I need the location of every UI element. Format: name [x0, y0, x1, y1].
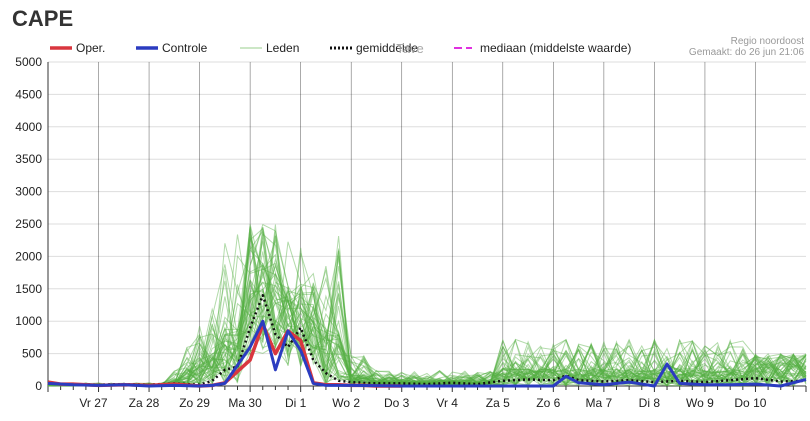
x-tick-label: Wo 9 [686, 396, 714, 410]
made-timestamp: Gemaakt: do 26 jun 21:06 [688, 47, 804, 58]
x-tick-label: Zo 6 [536, 396, 560, 410]
x-tick-label: Di 1 [285, 396, 307, 410]
member-line [47, 243, 807, 387]
watermark-label: Tave [396, 41, 423, 56]
x-tick-label: Do 3 [384, 396, 410, 410]
x-tick-label: Di 8 [639, 396, 661, 410]
legend-label-gemiddelde: gemiddelde [356, 41, 418, 55]
member-line [47, 262, 807, 387]
member-line [47, 224, 807, 387]
member-line [47, 262, 807, 387]
y-tick-label: 1000 [15, 314, 42, 328]
member-line [47, 262, 807, 387]
chart-legend: Oper. Controle Leden gemiddelde mediaan (mid… [50, 41, 631, 55]
y-tick-label: 3000 [15, 185, 42, 199]
x-tick-label: Zo 29 [179, 396, 210, 410]
member-line [47, 250, 807, 388]
chart-title: CAPE [12, 6, 74, 31]
member-line [47, 257, 807, 387]
y-tick-label: 2000 [15, 249, 42, 263]
y-tick-label: 5000 [15, 55, 42, 69]
y-tick-label: 4000 [15, 120, 42, 134]
series-line-controle [47, 319, 807, 388]
plot-area: 0 500 1000 1500 2000 2500 3000 3500 4000 4500 5000… [15, 41, 807, 410]
y-tick-label: 3500 [15, 152, 42, 166]
member-line [47, 235, 807, 388]
x-tick-label: Za 28 [129, 396, 160, 410]
y-tick-label: 0 [35, 379, 42, 393]
legend-label-oper: Oper. [76, 41, 105, 55]
x-tick-label: Za 5 [486, 396, 510, 410]
x-tick-label: Ma 7 [585, 396, 612, 410]
series-line-gemiddelde [47, 294, 807, 386]
member-line [47, 264, 807, 387]
member-line [47, 264, 807, 387]
legend-label-mediaan: mediaan (middelste waarde) [480, 41, 631, 55]
members-group [47, 223, 807, 388]
region-label: Regio noordoost [730, 36, 804, 47]
x-tick-label: Vr 27 [79, 396, 108, 410]
y-tick-label: 2500 [15, 217, 42, 231]
y-tick-label: 1500 [15, 282, 42, 296]
member-line [47, 286, 807, 387]
member-line [47, 290, 807, 387]
member-line [47, 226, 807, 387]
member-line [47, 281, 806, 387]
legend-label-leden: Leden [266, 41, 299, 55]
x-tick-label: Vr 4 [436, 396, 458, 410]
y-tick-label: 4500 [15, 87, 42, 101]
member-line [47, 250, 807, 387]
y-tick-label: 500 [22, 347, 42, 361]
legend-label-controle: Controle [162, 41, 208, 55]
member-line [47, 238, 807, 387]
x-tick-label: Ma 30 [228, 396, 262, 410]
x-tick-label: Wo 2 [332, 396, 360, 410]
member-line [47, 226, 807, 387]
x-tick-label: Do 10 [734, 396, 766, 410]
